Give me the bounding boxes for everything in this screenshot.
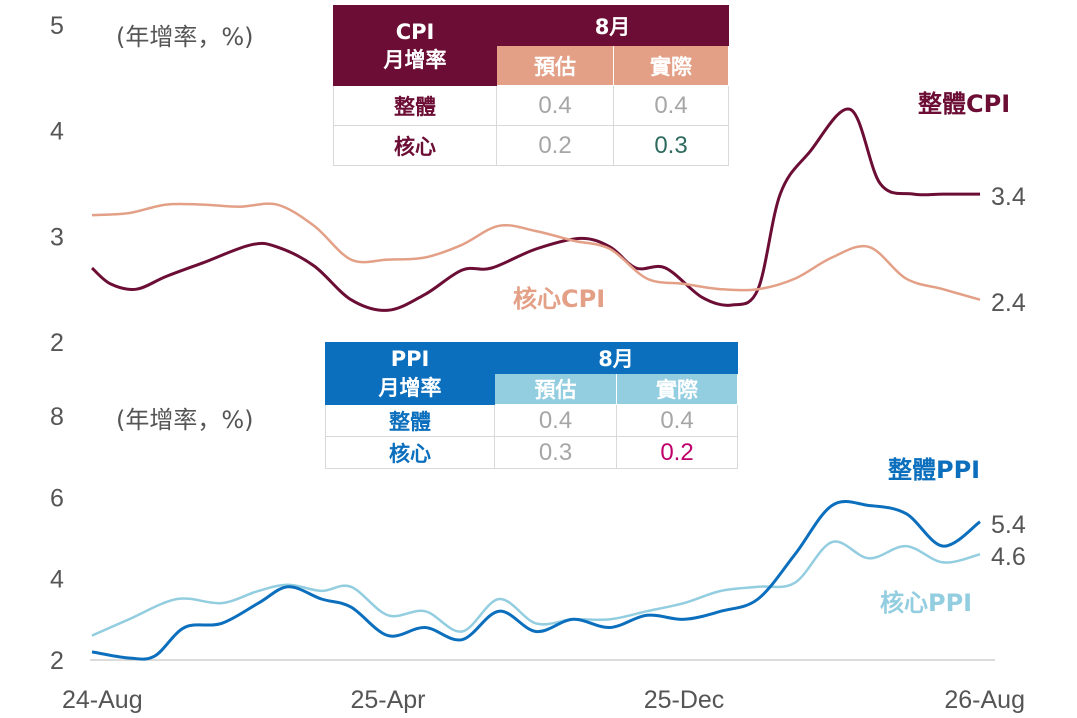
ppi-table-title-line1: PPI bbox=[390, 346, 430, 371]
ppi-total-series-label: 整體PPI bbox=[888, 456, 980, 484]
y-tick-label: 4 bbox=[50, 118, 64, 146]
y-tick-label: 6 bbox=[50, 484, 64, 512]
cpi-total-series-label: 整體CPI bbox=[918, 90, 1010, 118]
cpi-row-label: 核心 bbox=[333, 125, 497, 166]
ppi-unit-label: (年增率，%) bbox=[116, 406, 254, 434]
cpi-unit-label: (年增率，%) bbox=[116, 23, 254, 51]
cpi-row-forecast: 0.2 bbox=[496, 125, 614, 166]
y-tick-label: 3 bbox=[50, 223, 64, 251]
cpi-mom-table: CPI 月增率 8月 預估 實際 整體 0.4 0.4 核心 0.2 0.3 bbox=[333, 5, 729, 166]
ppi-row-forecast: 0.4 bbox=[494, 404, 617, 437]
y-tick-label: 8 bbox=[50, 403, 64, 431]
cpi-row-label: 整體 bbox=[333, 85, 497, 126]
ppi-core-series-label: 核心PPI bbox=[880, 589, 972, 617]
cpi-core-line bbox=[91, 202, 981, 301]
cpi-table-forecast-header: 預估 bbox=[496, 45, 614, 86]
ppi-core-line bbox=[91, 540, 981, 637]
ppi-core-end-value: 4.6 bbox=[991, 543, 1026, 571]
y-tick-label: 2 bbox=[50, 329, 64, 357]
ppi-table-forecast-header: 預估 bbox=[494, 373, 617, 405]
table-row: 整體 0.4 0.4 bbox=[333, 85, 729, 126]
cpi-total-end-value: 3.4 bbox=[991, 183, 1026, 211]
cpi-row-forecast: 0.4 bbox=[496, 85, 614, 126]
ppi-table-actual-header: 實際 bbox=[616, 373, 738, 405]
table-row: 整體 0.4 0.4 bbox=[325, 404, 738, 437]
y-tick-label: 5 bbox=[50, 12, 64, 40]
cpi-core-end-value: 2.4 bbox=[991, 289, 1026, 317]
table-row: 核心 0.2 0.3 bbox=[333, 125, 729, 166]
ppi-row-actual: 0.2 bbox=[616, 436, 738, 469]
cpi-total-line bbox=[90, 107, 980, 312]
ppi-table-title-line2: 月增率 bbox=[378, 375, 442, 400]
ppi-panel: 8 6 4 2 (年增率，%) 整體PPI 核心PPI 5.4 4.6 24-Aug 2… bbox=[50, 403, 1026, 714]
x-tick-label: 25-Dec bbox=[644, 686, 725, 714]
ppi-total-line bbox=[91, 500, 981, 661]
x-tick-label: 26-Aug bbox=[944, 686, 1025, 714]
cpi-table-title: CPI 月增率 bbox=[333, 5, 497, 86]
ppi-row-label: 整體 bbox=[325, 404, 495, 437]
ppi-row-label: 核心 bbox=[325, 436, 495, 469]
cpi-table-title-line2: 月增率 bbox=[383, 47, 447, 72]
cpi-table-month: 8月 bbox=[496, 5, 729, 46]
ppi-row-forecast: 0.3 bbox=[494, 436, 617, 469]
cpi-table-title-line1: CPI bbox=[395, 19, 435, 44]
cpi-row-actual: 0.4 bbox=[613, 85, 729, 126]
cpi-table-actual-header: 實際 bbox=[613, 45, 729, 86]
ppi-table-title: PPI 月增率 bbox=[325, 342, 495, 405]
y-tick-label: 2 bbox=[50, 647, 64, 675]
y-tick-label: 4 bbox=[50, 566, 64, 594]
x-tick-label: 24-Aug bbox=[62, 686, 143, 714]
x-tick-label: 25-Apr bbox=[350, 686, 425, 714]
ppi-table-month: 8月 bbox=[494, 342, 738, 374]
table-row: 核心 0.3 0.2 bbox=[325, 436, 738, 469]
ppi-row-actual: 0.4 bbox=[616, 404, 738, 437]
cpi-row-actual: 0.3 bbox=[613, 125, 729, 166]
ppi-mom-table: PPI 月增率 8月 預估 實際 整體 0.4 0.4 核心 0.3 0.2 bbox=[325, 342, 738, 469]
ppi-total-end-value: 5.4 bbox=[991, 511, 1026, 539]
cpi-core-series-label: 核心CPI bbox=[513, 285, 605, 313]
